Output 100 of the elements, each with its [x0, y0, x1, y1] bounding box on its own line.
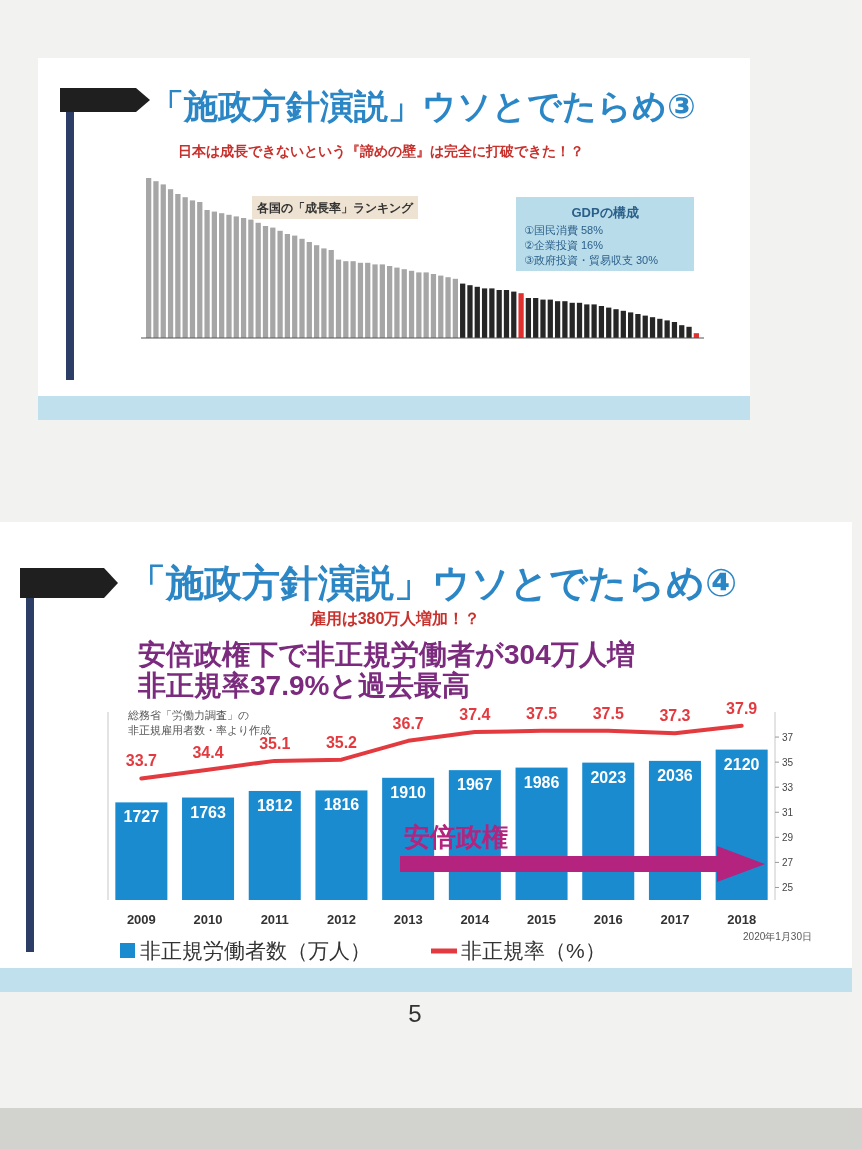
bar: [430, 274, 437, 338]
bar: [387, 266, 393, 338]
bar: [255, 222, 261, 338]
bar: [240, 218, 247, 338]
data-label: 34.4: [192, 743, 224, 761]
bar: [540, 299, 546, 338]
data-label: 1986: [523, 773, 560, 791]
data-label: 1763: [190, 803, 226, 821]
data-label: 36.7: [392, 714, 424, 732]
bar: [277, 230, 283, 338]
bar: [562, 301, 568, 338]
data-label: 37.4: [459, 706, 491, 724]
legend-label: 非正規率（%）: [461, 939, 606, 962]
x-tick-label: 2014: [460, 912, 491, 927]
bar: [197, 202, 203, 338]
data-label: 33.7: [125, 752, 158, 770]
bar: [649, 317, 656, 338]
x-tick-label: 2016: [593, 912, 623, 927]
bar: [204, 210, 210, 338]
data-label: 2120: [723, 755, 760, 773]
y2-tick-label: 31: [782, 806, 794, 818]
data-label: 1910: [390, 783, 427, 801]
data-label: 37.9: [726, 699, 758, 717]
x-tick-label: 2012: [326, 912, 356, 927]
data-label: 35.2: [325, 733, 358, 751]
bar: [452, 278, 458, 338]
bar: [613, 309, 619, 338]
annotation: ②企業投資 16%: [524, 239, 604, 251]
y2-tick-label: 37: [782, 731, 794, 743]
bar: [313, 245, 320, 338]
bar: [299, 238, 305, 338]
bar: [328, 250, 334, 338]
bar: [262, 226, 269, 338]
bar: [445, 277, 451, 338]
x-tick-label: 2011: [260, 912, 289, 927]
chart-title: 「施政方針演説」ウソとでたらめ③: [150, 87, 696, 125]
annotation: 各国の「成長率」ランキング: [256, 201, 414, 215]
bar: [481, 288, 488, 338]
bar: [591, 304, 597, 338]
bar: [606, 307, 612, 338]
data-label: 1727: [123, 808, 160, 826]
annotation: GDPの構成: [571, 205, 639, 220]
x-tick-label: 2009: [126, 912, 156, 927]
bar: [489, 288, 495, 338]
bar: [438, 275, 444, 338]
bar: [518, 293, 524, 338]
chart-title: 「施政方針演説」ウソとでたらめ④: [128, 562, 738, 604]
x-tick-label: 2017: [660, 912, 690, 927]
bar: [679, 325, 685, 338]
text: 2020年1月30日: [743, 931, 812, 942]
bar: [635, 314, 641, 338]
y2-tick-label: 33: [782, 781, 794, 793]
bar: [576, 302, 583, 338]
bar: [503, 290, 510, 338]
bar: [350, 261, 356, 338]
bar: [569, 302, 575, 338]
bar: [416, 272, 422, 338]
x-tick-label: 2013: [393, 912, 423, 927]
bar: [525, 298, 532, 338]
data-label: 2023: [590, 768, 627, 786]
text: 非正規率37.9%と過去最高: [137, 670, 471, 701]
data-label: 1967: [457, 776, 493, 794]
bar: [394, 267, 400, 338]
annotation: ①国民消費 58%: [524, 224, 604, 236]
y2-tick-label: 35: [782, 756, 794, 768]
bar: [160, 184, 166, 338]
x-tick-label: 2018: [727, 912, 757, 927]
bar: [533, 298, 539, 338]
data-label: 37.3: [659, 707, 691, 725]
x-tick-label: 2015: [527, 912, 557, 927]
bar: [460, 283, 466, 338]
bar: [153, 181, 159, 338]
text: 5: [408, 1000, 422, 1027]
bar: [270, 227, 276, 338]
bar: [598, 306, 605, 338]
text: 安倍政権下で非正規労働者が304万人増: [138, 639, 635, 670]
bar: [408, 270, 415, 338]
data-label: 35.1: [259, 734, 291, 752]
bar: [167, 189, 174, 338]
annotation: 総務省「労働力調査」の: [127, 709, 249, 721]
bar: [335, 259, 342, 338]
bar: [343, 261, 349, 338]
data-label: 1812: [256, 796, 293, 814]
bar: [664, 320, 670, 338]
bar: [554, 301, 561, 338]
bar: [248, 219, 254, 338]
y2-tick-label: 27: [782, 856, 794, 868]
bar: [496, 290, 502, 338]
y2-tick-label: 25: [782, 881, 794, 893]
bar: [365, 262, 371, 338]
data-label: 2036: [657, 766, 693, 784]
bar: [146, 178, 152, 338]
bar: [226, 214, 232, 338]
bar: [219, 213, 225, 338]
bar: [467, 285, 473, 338]
bar: [686, 326, 692, 338]
bar: [620, 310, 626, 338]
bar: [628, 312, 634, 338]
data-label: 37.5: [525, 704, 558, 722]
bar: [423, 272, 429, 338]
